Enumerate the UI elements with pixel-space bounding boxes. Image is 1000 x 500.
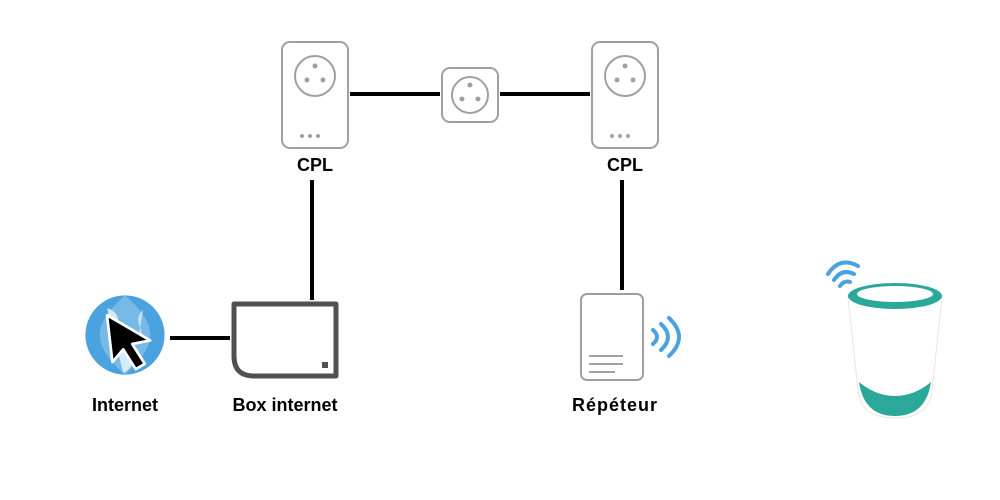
repeater-icon (575, 290, 685, 385)
internet-label: Internet (60, 395, 190, 416)
box-internet-icon (230, 300, 340, 380)
edge-box-cpl1 (310, 180, 314, 300)
cpl2-label: CPL (590, 155, 660, 176)
smart-device-icon (810, 250, 960, 430)
cpl1-icon (280, 40, 350, 150)
cpl1-label: CPL (280, 155, 350, 176)
edge-cpl1-socket (350, 92, 440, 96)
wall-socket-icon (440, 66, 500, 124)
edge-socket-cpl2 (500, 92, 590, 96)
box-internet-label: Box internet (210, 395, 360, 416)
cpl2-icon (590, 40, 660, 150)
edge-internet-box (170, 336, 230, 340)
edge-cpl2-repeater (620, 180, 624, 290)
internet-icon (80, 290, 170, 380)
repeater-label: Répéteur (555, 395, 675, 416)
